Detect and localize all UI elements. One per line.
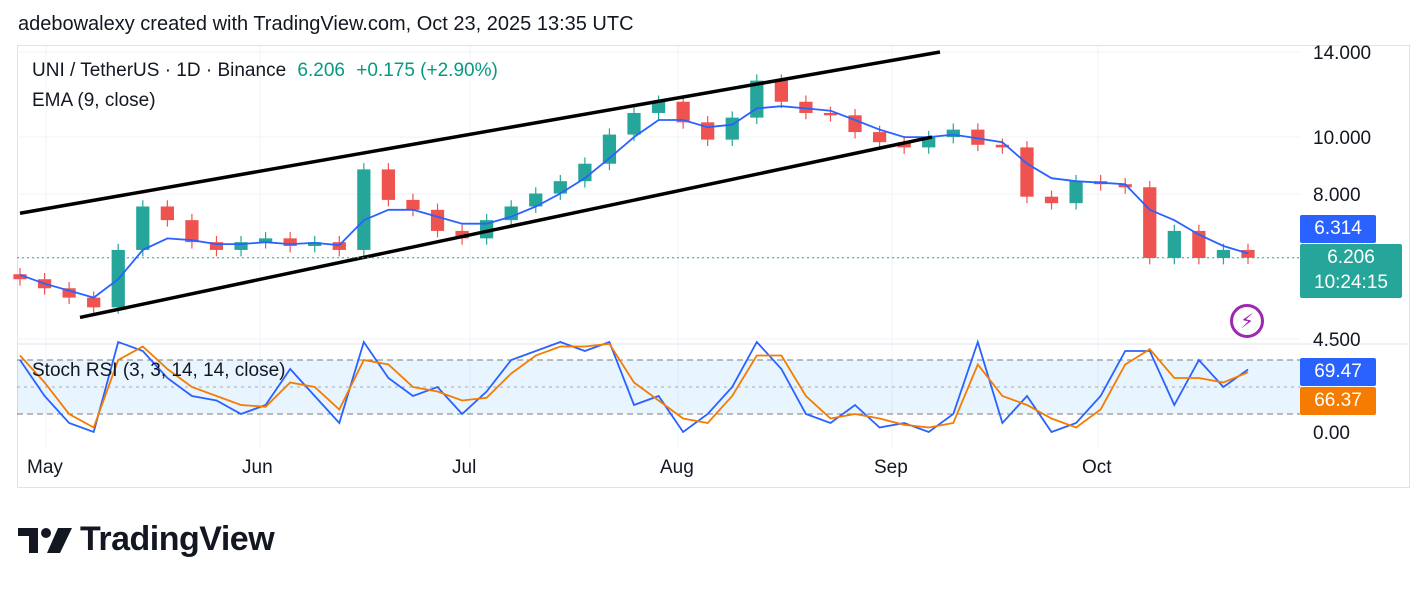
candle <box>1020 147 1034 197</box>
time-axis-label: Sep <box>874 457 908 478</box>
symbol-info: UNI / TetherUS · 1D · Binance <box>32 60 287 81</box>
brand-name: TradingView <box>80 520 275 558</box>
stoch-rsi-legend[interactable]: Stoch RSI (3, 3, 14, 14, close) <box>32 360 286 381</box>
candle <box>308 242 322 247</box>
stoch-axis-label: 0.00 <box>1313 423 1350 444</box>
candle <box>799 101 813 113</box>
candle <box>823 112 838 116</box>
candle <box>651 101 666 113</box>
candle <box>1216 249 1231 258</box>
header-attribution: adebowalexy created with TradingView.com… <box>18 13 634 35</box>
candle <box>185 220 199 243</box>
stoch-k-line <box>19 339 1249 434</box>
stoch-d-badge: 66.37 <box>1300 387 1376 415</box>
time-axis-label: Aug <box>660 457 694 478</box>
time-axis-label: Oct <box>1082 457 1112 478</box>
candle <box>357 169 371 250</box>
last-price-badge: 6.206 10:24:15 <box>1300 244 1402 298</box>
price-axis-label: 8.000 <box>1313 185 1361 206</box>
stoch-k-badge: 69.47 <box>1300 358 1376 386</box>
candle <box>381 169 396 200</box>
candle <box>676 101 690 123</box>
candle <box>283 238 297 247</box>
candle <box>995 144 1010 148</box>
candle <box>1044 196 1059 204</box>
candle <box>529 193 543 207</box>
candle <box>1143 187 1157 258</box>
candle <box>971 129 985 145</box>
stoch-d-line <box>19 342 1249 429</box>
candle <box>406 199 420 210</box>
candle <box>872 132 887 143</box>
candle <box>1069 181 1083 204</box>
ema-legend[interactable]: EMA (9, close) <box>32 90 156 111</box>
price-axis-label: 4.500 <box>1313 330 1361 351</box>
candle <box>774 80 788 102</box>
symbol-legend[interactable]: UNI / TetherUS · 1D · Binance 6.206 +0.1… <box>32 60 504 82</box>
candle <box>160 206 174 221</box>
countdown-timer: 10:24:15 <box>1314 272 1388 293</box>
price-change: +0.175 (+2.90%) <box>356 60 498 81</box>
ema-price-badge: 6.314 <box>1300 215 1376 243</box>
last-price: 6.206 <box>297 60 345 81</box>
tv-mark-icon <box>18 527 72 553</box>
candle <box>209 242 224 250</box>
time-axis-label: Jun <box>242 457 273 478</box>
candle <box>922 137 936 148</box>
candle <box>1192 230 1206 258</box>
channel-lower-line <box>79 135 933 320</box>
candle <box>578 163 592 182</box>
tradingview-logo: TradingView <box>18 520 275 559</box>
candle <box>62 288 76 298</box>
stoch-band <box>17 360 1300 414</box>
price-axis-label: 14.000 <box>1313 43 1371 64</box>
candle <box>1167 230 1181 258</box>
candle <box>627 112 641 135</box>
candle <box>234 242 248 250</box>
candle <box>1241 249 1255 258</box>
candle <box>87 297 101 308</box>
channel-upper-line <box>19 50 941 215</box>
time-axis-label: May <box>27 457 63 478</box>
candle <box>897 142 911 148</box>
candle <box>455 230 469 239</box>
candle <box>258 238 273 243</box>
time-axis-label: Jul <box>452 457 476 478</box>
candle <box>136 206 150 250</box>
chart-frame <box>17 45 1410 488</box>
candle <box>430 209 445 231</box>
candle <box>602 134 617 164</box>
last-price-badge-value: 6.206 <box>1327 247 1375 268</box>
candle <box>946 129 960 138</box>
lightning-icon[interactable]: ⚡ <box>1230 304 1264 338</box>
candle <box>13 274 27 280</box>
ema-line <box>19 105 1249 299</box>
candle <box>1118 184 1132 188</box>
price-axis-label: 10.000 <box>1313 128 1371 149</box>
